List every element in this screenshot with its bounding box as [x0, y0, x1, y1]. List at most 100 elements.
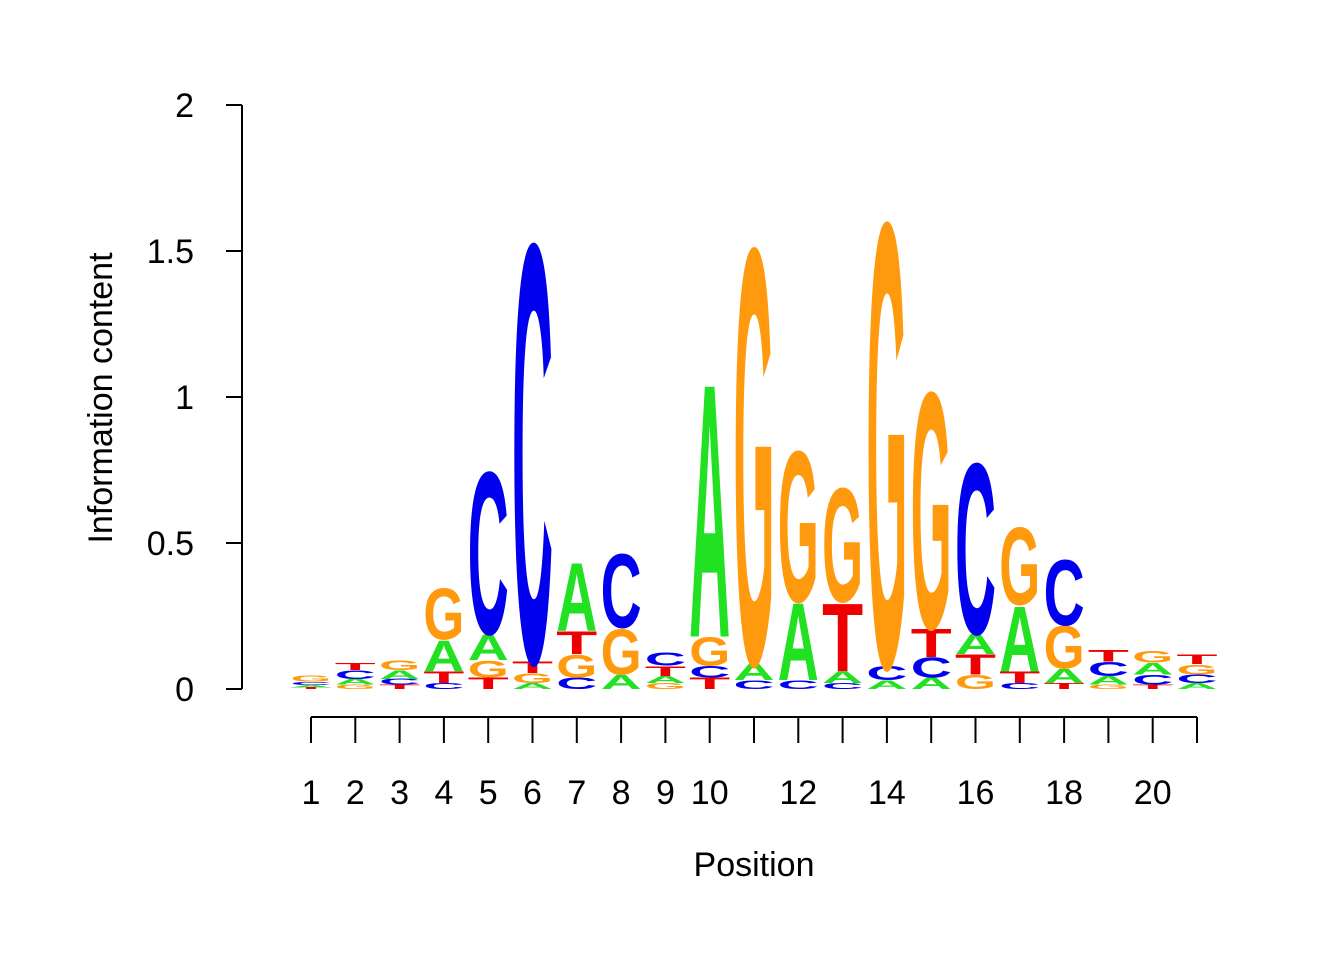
logo-letter-C-pos3: C — [379, 677, 420, 686]
logo-letter-T-pos16: T — [955, 648, 996, 680]
logo-letter-A-pos18: A — [1044, 665, 1085, 688]
logo-letter-A-pos12: A — [778, 581, 819, 704]
logo-letter-A-pos5: A — [468, 628, 509, 669]
y-axis-title: Information content — [82, 252, 120, 544]
logo-letter-T-pos17: T — [999, 669, 1040, 687]
logo-letter-C-pos8: C — [601, 533, 642, 651]
logo-letter-C-pos9: C — [645, 649, 686, 669]
logo-letter-C-pos12: C — [778, 678, 819, 692]
logo-letter-A-pos16: A — [955, 628, 996, 660]
logo-letter-G-pos5: G — [468, 655, 509, 682]
logo-letter-C-pos19: C — [1088, 658, 1129, 681]
logo-letter-G-pos15: G — [911, 323, 952, 700]
x-tick-label: 2 — [346, 774, 365, 812]
logo-letter-A-pos9: A — [645, 674, 686, 686]
logo-letter-T-pos21: T — [1177, 652, 1218, 668]
logo-letter-G-pos18: G — [1044, 614, 1085, 683]
logo-letter-T-pos2: T — [335, 661, 376, 672]
logo-letter-T-pos19: T — [1088, 647, 1129, 665]
x-tick-label: 10 — [691, 774, 729, 812]
logo-letter-A-pos17: A — [999, 588, 1040, 692]
logo-letter-C-pos6: C — [512, 121, 553, 790]
logo-letter-C-pos18: C — [1044, 541, 1085, 645]
logo-letter-A-pos19: A — [1088, 674, 1129, 688]
y-tick-label: 1.5 — [147, 233, 194, 271]
logo-letter-G-pos14: G — [866, 89, 907, 801]
logo-letter-G-pos20: G — [1132, 649, 1173, 667]
x-axis: 1 2 3 4 5 6 7 8 9 10 12 14 16 18 20 — [302, 716, 1198, 812]
logo-letter-C-pos4: C — [423, 682, 464, 691]
logo-letter-A-pos20: A — [1132, 660, 1173, 678]
logo-letter-G-pos11: G — [734, 123, 775, 789]
logo-letter-A-pos8: A — [601, 671, 642, 694]
logo-letter-C-pos10: C — [689, 662, 730, 680]
logo-letter-C-pos16: C — [955, 412, 996, 686]
logo-letter-T-pos7: T — [556, 625, 597, 661]
logo-letter-C-pos15: C — [911, 651, 952, 683]
logo-letter-T-pos20: T — [1132, 684, 1173, 691]
logo-letter-A-pos4: A — [423, 631, 464, 681]
logo-letter-G-pos21: G — [1177, 662, 1218, 678]
logo-letter-A-pos14: A — [866, 678, 907, 692]
logo-letter-C-pos2: C — [335, 668, 376, 682]
logo-letter-A-pos13: A — [822, 668, 863, 686]
logo-letter-T-pos15: T — [911, 620, 952, 666]
x-tick-label: 5 — [479, 774, 498, 812]
logo-letter-T-pos6: T — [512, 659, 553, 677]
logo-letter-T-pos13: T — [822, 583, 863, 693]
logo-letter-G-pos16: G — [955, 671, 996, 693]
x-tick-label: 16 — [957, 774, 995, 812]
logo-letter-A-pos21: A — [1177, 682, 1218, 691]
logo-letter-C-pos20: C — [1132, 672, 1173, 688]
logo-letter-C-pos1: C — [291, 681, 332, 686]
x-tick-label: 18 — [1045, 774, 1083, 812]
x-tick-label: 3 — [390, 774, 409, 812]
logo-letter-G-pos4: G — [423, 573, 464, 656]
logo-letter-A-pos6: A — [512, 682, 553, 691]
logo-letter-T-pos1: T — [291, 687, 332, 690]
logo-letter-G-pos1: G — [291, 674, 332, 683]
logo-letter-T-pos10: T — [689, 675, 730, 693]
y-tick-label: 1 — [175, 379, 194, 417]
logo-letter-G-pos12: G — [778, 408, 819, 648]
x-tick-label: 4 — [434, 774, 453, 812]
y-tick-label: 0.5 — [147, 525, 194, 563]
logo-letter-C-pos17: C — [999, 682, 1040, 691]
logo-letter-T-pos5: T — [468, 675, 509, 693]
logo-letter-G-pos13: G — [822, 453, 863, 636]
logo-letter-G-pos7: G — [556, 648, 597, 684]
logo-letter-T-pos9: T — [645, 663, 686, 679]
x-tick-label: 7 — [567, 774, 586, 812]
logo-letter-A-pos3: A — [379, 668, 420, 682]
logo-letter-G-pos17: G — [999, 506, 1040, 628]
logo-letter-C-pos11: C — [734, 678, 775, 692]
x-tick-label: 12 — [779, 774, 817, 812]
logo-letter-T-pos3: T — [379, 684, 420, 691]
logo-letter-G-pos9: G — [645, 682, 686, 691]
logo-letter-A-pos1: A — [291, 684, 332, 688]
x-axis-title: Position — [694, 846, 815, 884]
x-tick-label: 1 — [302, 774, 321, 812]
logo-letter-C-pos21: C — [1177, 672, 1218, 686]
y-axis: 0 0.5 1 1.5 2 — [147, 87, 243, 709]
x-tick-label: 20 — [1134, 774, 1172, 812]
logo-letter-T-pos4: T — [423, 669, 464, 687]
logo-letter-G-pos3: G — [379, 657, 420, 673]
logo-letter-A-pos10: A — [689, 309, 730, 714]
logo-letter-A-pos15: A — [911, 674, 952, 692]
logo-letter-C-pos5: C — [468, 423, 509, 683]
logo-letter-A-pos7: A — [556, 543, 597, 652]
x-tick-label: 9 — [656, 774, 675, 812]
logo-letter-A-pos11: A — [734, 658, 775, 685]
y-tick-label: 2 — [175, 87, 194, 125]
logo-letter-T-pos18: T — [1044, 682, 1085, 691]
logo-letter-G-pos6: G — [512, 671, 553, 687]
x-tick-label: 6 — [523, 774, 542, 812]
x-tick-label: 8 — [612, 774, 631, 812]
logo-letter-C-pos7: C — [556, 674, 597, 692]
logo-letter-G-pos2: G — [335, 683, 376, 690]
logo-letter-C-pos13: C — [822, 682, 863, 691]
